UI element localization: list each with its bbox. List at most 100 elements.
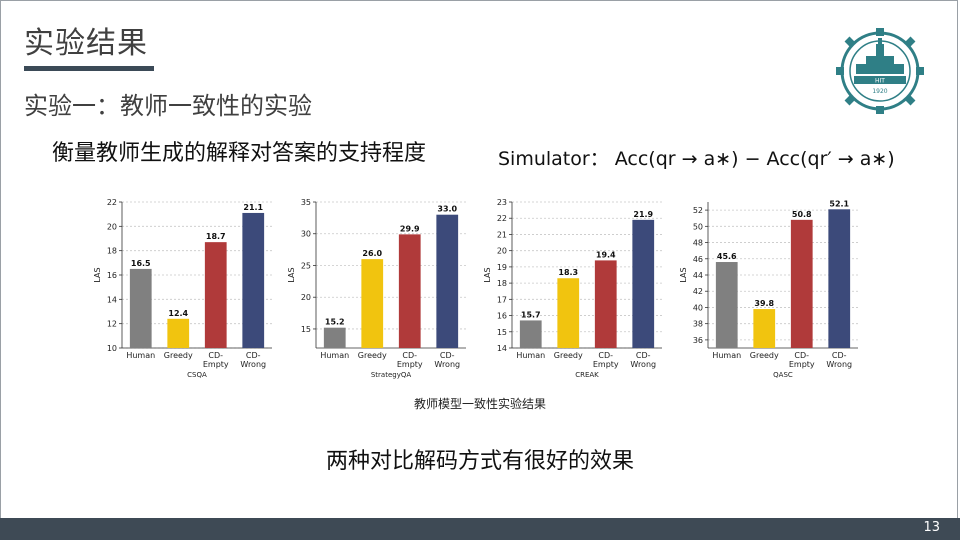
x-tick-label: Human	[320, 351, 349, 360]
logo-letters: HIT	[875, 78, 885, 85]
bar-value-label: 12.4	[168, 309, 188, 318]
x-tick-label: CD-	[636, 351, 651, 360]
y-axis-label: LAS	[483, 267, 492, 282]
page-number: 13	[923, 520, 940, 535]
bar-value-label: 21.1	[243, 203, 263, 212]
bar-value-label: 26.0	[362, 249, 382, 258]
y-tick-label: 23	[497, 198, 507, 207]
y-tick-label: 48	[693, 239, 703, 248]
chart-qasc: 36 38 40 42 44 46 48 50 52 LAS 45.6 Human 39.8 Greedy…	[679, 199, 858, 379]
bar	[557, 278, 580, 348]
bar-value-label: 39.8	[754, 299, 774, 308]
y-tick-label: 10	[107, 344, 117, 353]
y-tick-label: 12	[107, 320, 117, 329]
bar-value-label: 45.6	[717, 252, 737, 261]
bar-value-label: 21.9	[633, 210, 653, 219]
y-tick-label: 15	[301, 325, 311, 334]
footer-bar: 13	[0, 518, 960, 540]
x-tick-label: Greedy	[750, 351, 779, 360]
y-tick-label: 35	[301, 198, 311, 207]
x-tick-label: Wrong	[630, 360, 656, 369]
section-heading: 衡量教师生成的解释对答案的支持程度	[52, 141, 427, 166]
x-tick-label: CD-	[440, 351, 455, 360]
slide-title: 实验结果	[24, 26, 148, 61]
simulator-formula: Simulator： Acc(qr → a∗) − Acc(qr′ → a∗)	[498, 148, 895, 170]
x-axis-label: CSQA	[187, 371, 207, 379]
y-tick-label: 14	[107, 295, 117, 304]
slide-subtitle: 实验一：教师一致性的实验	[24, 92, 312, 120]
bar	[753, 309, 776, 348]
bar	[323, 327, 346, 348]
y-tick-label: 14	[497, 344, 507, 353]
bar	[242, 212, 265, 348]
y-tick-label: 20	[497, 247, 507, 256]
y-tick-label: 18	[497, 279, 507, 288]
y-tick-label: 44	[693, 271, 703, 280]
bar-value-label: 16.5	[131, 259, 151, 268]
y-tick-label: 20	[301, 293, 311, 302]
y-tick-label: 20	[107, 222, 117, 231]
y-tick-label: 17	[497, 295, 507, 304]
bar	[398, 234, 421, 348]
y-tick-label: 22	[497, 214, 507, 223]
x-tick-label: CD-	[246, 351, 261, 360]
bar-value-label: 19.4	[596, 250, 616, 259]
bar-value-label: 29.9	[400, 224, 420, 233]
title-underline-bar	[24, 66, 154, 71]
bar-value-label: 50.8	[792, 210, 812, 219]
y-axis-label: LAS	[93, 267, 102, 282]
bar-value-label: 52.1	[829, 199, 849, 208]
hit-university-seal-icon: HIT 1920	[836, 28, 924, 114]
x-tick-label: Empty	[203, 360, 229, 369]
bar	[361, 259, 384, 348]
figure-caption: 教师模型一致性实验结果	[413, 397, 546, 411]
y-tick-label: 19	[497, 263, 507, 272]
y-tick-label: 15	[497, 328, 507, 337]
y-tick-label: 40	[693, 303, 703, 312]
x-tick-label: CD-	[598, 351, 613, 360]
bar-value-label: 18.3	[558, 268, 578, 277]
x-tick-label: CD-	[402, 351, 417, 360]
x-tick-label: Empty	[397, 360, 423, 369]
y-tick-label: 36	[693, 336, 703, 345]
x-axis-label: QASC	[773, 371, 793, 379]
y-tick-label: 16	[107, 271, 117, 280]
bar	[790, 219, 813, 348]
y-tick-label: 52	[693, 206, 703, 215]
bar	[167, 318, 190, 348]
bar	[436, 214, 459, 348]
x-tick-label: Human	[712, 351, 741, 360]
x-tick-label: CD-	[208, 351, 223, 360]
y-tick-label: 18	[107, 247, 117, 256]
y-axis-label: LAS	[287, 267, 296, 282]
y-tick-label: 42	[693, 287, 703, 296]
bar	[594, 260, 617, 348]
bar	[129, 268, 152, 348]
chart-creak: 14 15 16 17 18 19 20 21 22 23 LAS 15.7 Human 18.3 Gree…	[483, 198, 662, 379]
x-tick-label: Wrong	[434, 360, 460, 369]
bar-value-label: 15.7	[521, 310, 541, 319]
conclusion-text: 两种对比解码方式有很好的效果	[325, 449, 634, 474]
bar	[632, 219, 655, 348]
x-tick-label: CD-	[832, 351, 847, 360]
x-tick-label: Greedy	[164, 351, 193, 360]
x-tick-label: Empty	[789, 360, 815, 369]
y-tick-label: 21	[497, 230, 507, 239]
bar	[204, 242, 227, 348]
x-tick-label: Empty	[593, 360, 619, 369]
bar	[519, 320, 542, 348]
x-tick-label: Human	[516, 351, 545, 360]
y-tick-label: 50	[693, 222, 703, 231]
x-tick-label: Greedy	[554, 351, 583, 360]
y-axis-label: LAS	[679, 267, 688, 282]
y-tick-label: 46	[693, 255, 703, 264]
chart-strategyqa: 1520253035LAS15.2Human26.0Greedy29.9CD-E…	[287, 198, 466, 379]
x-axis-label: StrategyQA	[371, 371, 412, 379]
x-axis-label: CREAK	[575, 371, 599, 379]
bar-value-label: 15.2	[325, 318, 345, 327]
y-tick-label: 16	[497, 312, 507, 321]
y-tick-label: 22	[107, 198, 117, 207]
logo-year: 1920	[872, 88, 887, 95]
bar	[715, 262, 738, 348]
bar	[828, 209, 851, 348]
